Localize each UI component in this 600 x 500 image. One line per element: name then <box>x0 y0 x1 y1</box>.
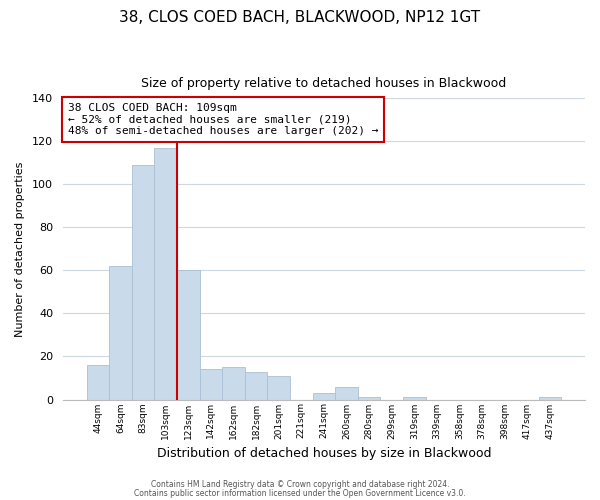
Bar <box>403 398 425 400</box>
Text: 38, CLOS COED BACH, BLACKWOOD, NP12 1GT: 38, CLOS COED BACH, BLACKWOOD, NP12 1GT <box>119 10 481 25</box>
Bar <box>313 393 335 400</box>
Bar <box>268 376 290 400</box>
Y-axis label: Number of detached properties: Number of detached properties <box>15 161 25 336</box>
Bar <box>539 398 561 400</box>
Bar <box>109 266 132 400</box>
Text: Contains HM Land Registry data © Crown copyright and database right 2024.: Contains HM Land Registry data © Crown c… <box>151 480 449 489</box>
Title: Size of property relative to detached houses in Blackwood: Size of property relative to detached ho… <box>141 76 506 90</box>
Bar <box>154 148 177 400</box>
Bar <box>132 165 154 400</box>
Bar <box>177 270 200 400</box>
Text: Contains public sector information licensed under the Open Government Licence v3: Contains public sector information licen… <box>134 488 466 498</box>
Bar <box>358 398 380 400</box>
Bar <box>86 365 109 400</box>
Bar <box>222 367 245 400</box>
Bar <box>200 370 222 400</box>
X-axis label: Distribution of detached houses by size in Blackwood: Distribution of detached houses by size … <box>157 447 491 460</box>
Bar <box>245 372 268 400</box>
Bar <box>335 386 358 400</box>
Text: 38 CLOS COED BACH: 109sqm
← 52% of detached houses are smaller (219)
48% of semi: 38 CLOS COED BACH: 109sqm ← 52% of detac… <box>68 103 379 136</box>
